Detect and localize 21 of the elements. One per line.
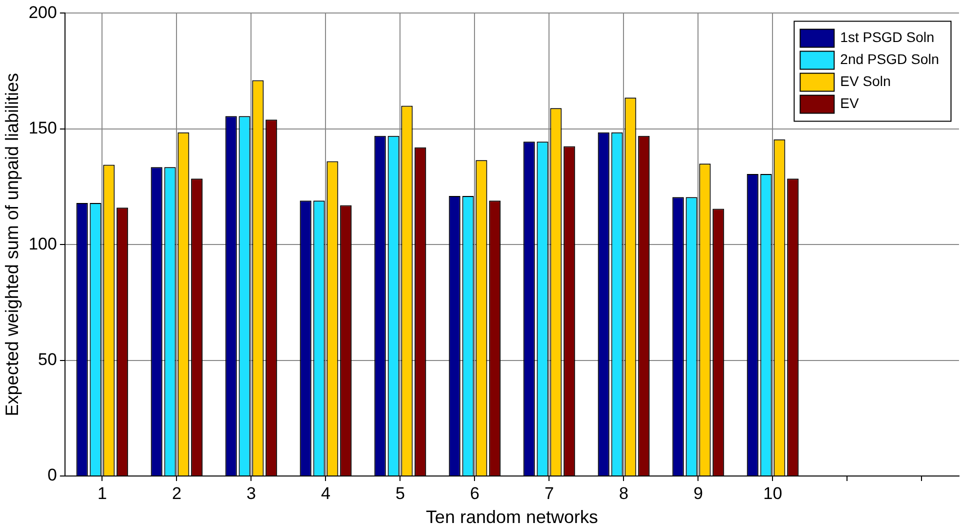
x-tick-label: 4 xyxy=(320,484,330,503)
x-axis-title: Ten random networks xyxy=(426,507,598,528)
x-tick-label: 2 xyxy=(172,484,182,503)
legend-label: EV xyxy=(840,95,860,112)
x-tick-label: 7 xyxy=(544,484,554,503)
y-tick-label: 50 xyxy=(38,350,57,369)
x-tick-label: 9 xyxy=(694,484,703,503)
y-tick-label: 0 xyxy=(47,466,57,485)
legend-label: 1st PSGD Soln xyxy=(840,29,934,46)
x-tick-label: 8 xyxy=(619,484,628,503)
legend-label: EV Soln xyxy=(840,73,891,90)
legend-label: 2nd PSGD Soln xyxy=(840,51,940,68)
y-tick-label: 100 xyxy=(28,234,57,254)
y-tick-label: 200 xyxy=(28,2,57,22)
x-tick-label: 10 xyxy=(763,484,782,503)
x-tick-label: 1 xyxy=(97,484,107,503)
x-tick-label: 5 xyxy=(395,484,405,503)
x-tick-label: 6 xyxy=(470,484,480,503)
x-tick-label: 3 xyxy=(246,484,256,503)
y-axis-title: Expected weighted sum of unpaid liabilities xyxy=(2,72,22,416)
y-tick-label: 150 xyxy=(28,118,57,138)
